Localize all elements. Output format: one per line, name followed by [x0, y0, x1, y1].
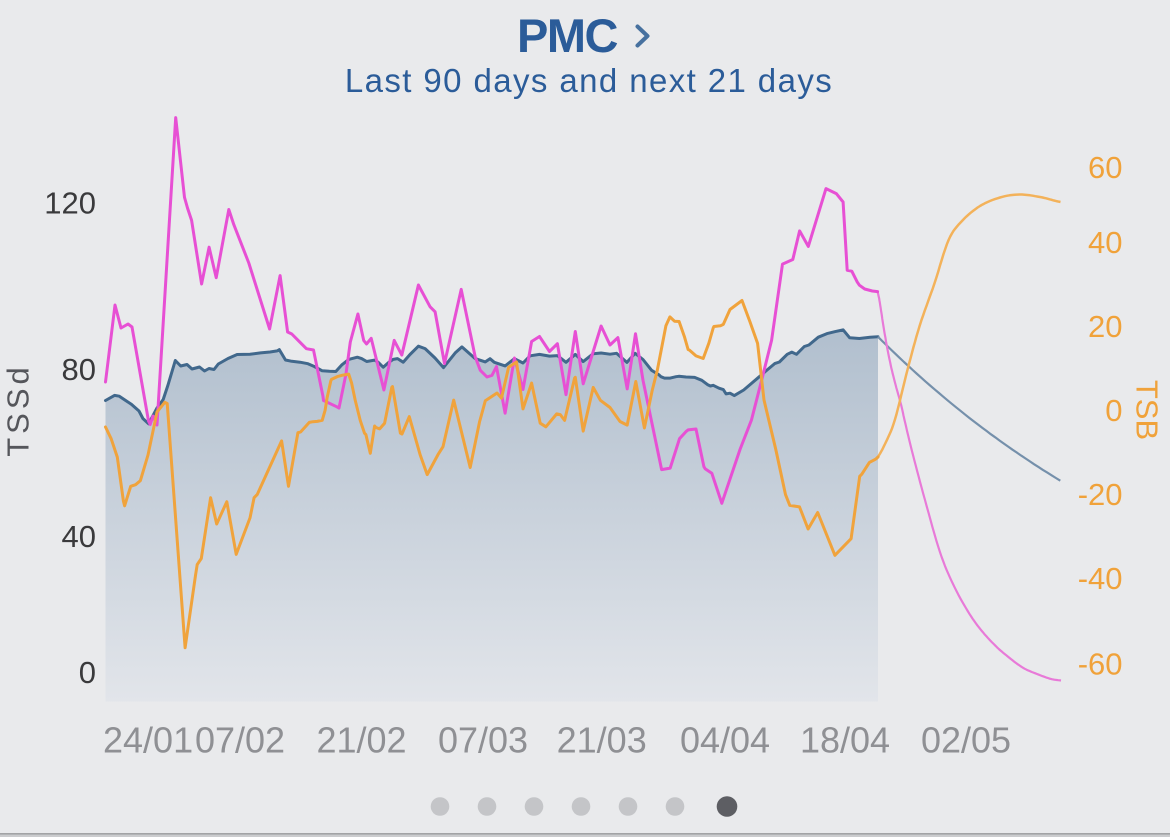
svg-text:40: 40 [1088, 225, 1122, 260]
svg-text:07/02: 07/02 [195, 720, 285, 761]
svg-text:04/04: 04/04 [680, 720, 770, 761]
svg-text:40: 40 [62, 519, 96, 554]
svg-text:18/04: 18/04 [800, 720, 890, 761]
svg-text:80: 80 [62, 352, 96, 387]
svg-text:02/05: 02/05 [921, 720, 1011, 761]
svg-text:120: 120 [44, 186, 96, 221]
svg-text:-20: -20 [1078, 477, 1123, 512]
svg-text:0: 0 [1105, 393, 1122, 428]
svg-text:-60: -60 [1078, 646, 1123, 681]
svg-text:Last 90 days and next 21 days: Last 90 days and next 21 days [345, 62, 833, 99]
svg-text:20: 20 [1088, 309, 1122, 344]
svg-text:-40: -40 [1078, 561, 1123, 596]
svg-text:60: 60 [1088, 150, 1122, 185]
svg-text:07/03: 07/03 [438, 720, 528, 761]
svg-text:21/03: 21/03 [557, 720, 647, 761]
svg-text:21/02: 21/02 [316, 720, 406, 761]
svg-text:TSB: TSB [1130, 380, 1165, 440]
svg-text:24/01: 24/01 [103, 720, 193, 761]
svg-text:TSSd: TSSd [1, 363, 36, 457]
svg-text:PMC: PMC [517, 9, 618, 62]
svg-text:0: 0 [79, 655, 96, 690]
